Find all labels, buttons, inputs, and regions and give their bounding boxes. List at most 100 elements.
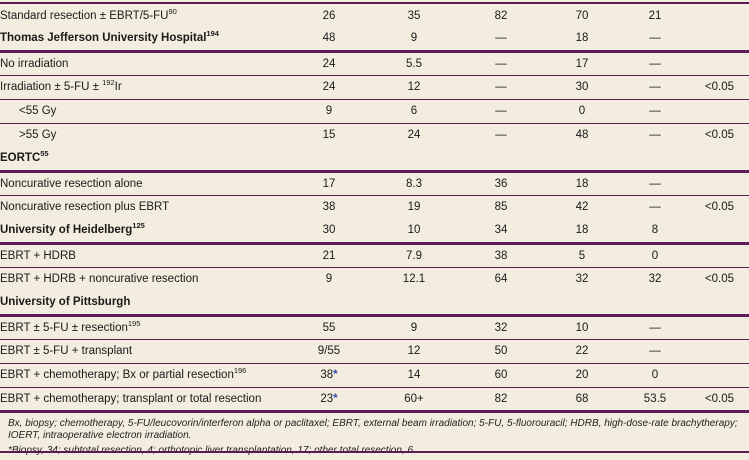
table-cell — [458, 291, 544, 317]
table-cell: 17 — [288, 171, 370, 196]
table-cell: 35 — [407, 9, 421, 22]
footnotes: Bx, biopsy; chemotherapy, 5-FU/leucovori… — [0, 413, 749, 457]
table-cell: 60 — [458, 363, 544, 388]
table-cell: 23* — [288, 387, 370, 413]
table-cell: 8.3 — [370, 171, 458, 196]
table-cell: — — [620, 75, 690, 100]
table-cell: — — [620, 339, 690, 364]
label-superscript-ref: 125 — [132, 221, 145, 231]
table-cell — [690, 243, 749, 268]
table-cell: <0.05 — [704, 201, 735, 214]
label-post: Ir — [114, 81, 122, 93]
table-cell — [620, 147, 690, 173]
table-cell: — — [458, 27, 544, 53]
table-cell: 14 — [370, 363, 458, 388]
label-superscript-ref: 192 — [102, 78, 115, 88]
table-cell — [690, 147, 749, 173]
table-cell — [690, 315, 749, 340]
label-pre: EBRT ± 5-FU + transplant — [0, 345, 133, 357]
row-label: Irradiation ± 5-FU ± 192Ir — [0, 75, 288, 100]
label-superscript-ref: 90 — [168, 6, 177, 16]
table-cell — [690, 27, 749, 53]
table-cell — [458, 147, 544, 173]
table-cell: 26 — [322, 9, 336, 22]
table-cell — [288, 147, 370, 173]
label-pre: EBRT + HDRB + noncurative resection — [0, 273, 199, 286]
table-cell — [690, 51, 749, 76]
table-cell: — — [649, 129, 661, 142]
table-cell — [690, 171, 749, 196]
table-cell: 42 — [575, 201, 589, 214]
row-label: Thomas Jefferson University Hospital194 — [0, 27, 288, 53]
table-row: EBRT + HDRB 21 7.9 38 5 0 — [0, 243, 749, 268]
row-label: Noncurative resection plus EBRT — [0, 195, 288, 219]
table-cell: — — [649, 201, 661, 214]
label-pre: Noncurative resection plus EBRT — [0, 201, 170, 214]
table-cell: 30 — [288, 219, 370, 245]
table-cell: — — [458, 51, 544, 76]
table-row: EBRT + chemotherapy; transplant or total… — [0, 387, 749, 413]
table-cell: 18 — [544, 219, 620, 245]
table-cell: 64 — [494, 273, 508, 286]
table-cell: — — [458, 99, 544, 124]
table-row: <55 Gy 9 6 — 0 — — [0, 99, 749, 124]
row-label: University of Pittsburgh — [0, 291, 288, 317]
table-cell: 7.9 — [370, 243, 458, 268]
table-cell: — — [495, 129, 507, 142]
table-cell: 20 — [544, 363, 620, 388]
table-row: EBRT ± 5-FU ± resection195 55 9 32 10 — — [0, 315, 749, 340]
label-pre: Standard resection ± EBRT/5-FU — [0, 9, 169, 22]
table-cell — [690, 3, 749, 27]
label-pre: University of Heidelberg — [0, 224, 133, 237]
label-superscript-ref: 196 — [233, 366, 247, 376]
table-cell: 34 — [458, 219, 544, 245]
row-label: University of Heidelberg125 — [0, 219, 288, 245]
table-cell: 12.1 — [402, 273, 426, 286]
table-cell: — — [620, 51, 690, 76]
label-pre: EORTC — [0, 152, 41, 165]
table-cell: 38 — [458, 243, 544, 268]
table-cell: 17 — [544, 51, 620, 76]
label-pre: EBRT ± 5-FU ± resection — [0, 321, 128, 334]
table-cell — [690, 339, 749, 364]
table-cell: 70 — [575, 9, 589, 22]
table-cell: 10 — [370, 219, 458, 245]
table-cell — [370, 147, 458, 173]
table-row: University of Pittsburgh — [0, 291, 749, 317]
table-cell: 32 — [648, 273, 662, 286]
table-cell — [690, 363, 749, 388]
row-label: No irradiation — [0, 51, 288, 76]
table-cell: 9 — [370, 27, 458, 53]
row-label: >55 Gy — [0, 123, 288, 147]
table-cell — [370, 291, 458, 317]
bottom-rule — [0, 451, 749, 453]
table-cell: 22 — [544, 339, 620, 364]
table-cell: — — [620, 99, 690, 124]
asterisk-marker: * — [333, 369, 338, 381]
label-pre: Noncurative resection alone — [0, 177, 143, 190]
table-cell: 12 — [370, 75, 458, 100]
table-cell: — — [620, 27, 690, 53]
table-body: Standard resection ± EBRT/5-FU90 26 35 8… — [0, 3, 749, 413]
table-cell: 10 — [544, 315, 620, 340]
table-cell: 38* — [288, 363, 370, 388]
row-label: <55 Gy — [0, 99, 288, 124]
table-cell: 38 — [322, 201, 336, 214]
table-cell: <0.05 — [690, 75, 749, 100]
table-cell: 82 — [494, 9, 508, 22]
abbreviation-footnote: Bx, biopsy; chemotherapy, 5-FU/leucovori… — [8, 417, 738, 441]
table-cell — [288, 291, 370, 317]
table-cell: 19 — [407, 201, 421, 214]
table-row: Noncurative resection plus EBRT 38 19 85… — [0, 195, 749, 219]
table-cell: 55 — [288, 315, 370, 340]
table-cell: 6 — [370, 99, 458, 124]
table-cell: — — [620, 315, 690, 340]
table-cell: 30 — [544, 75, 620, 100]
label-pre: EBRT + chemotherapy; transplant or total… — [0, 392, 262, 405]
row-label: EBRT + HDRB + noncurative resection — [0, 267, 288, 291]
table-cell: 5.5 — [370, 51, 458, 76]
table-cell: 68 — [544, 387, 620, 413]
table-cell: 9 — [325, 273, 333, 286]
table-cell: 12 — [370, 339, 458, 364]
table-cell — [690, 219, 749, 245]
